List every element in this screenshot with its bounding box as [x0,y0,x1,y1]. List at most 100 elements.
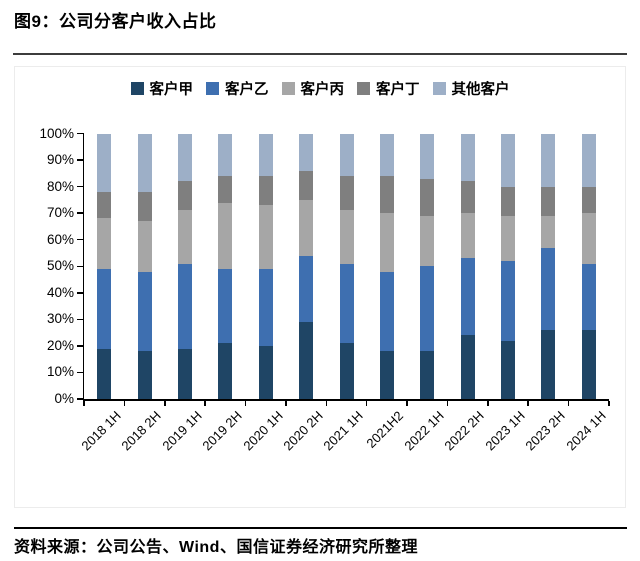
bar-segment-客户丁-2021 1H [339,175,354,211]
x-axis-label: 2018 1H [78,408,124,454]
bar-segment-其他客户-2020 2H [299,133,314,171]
x-axis-tick [123,400,126,406]
y-axis-tick [77,159,83,161]
x-axis-label: 2019 2H [199,408,245,454]
bar-segment-客户甲-2021H2 [379,351,394,399]
bar-segment-其他客户-2018 1H [97,133,112,192]
x-axis-tick [406,400,408,406]
x-axis-label: 2021H2 [363,408,407,451]
bar-segment-客户丁-2024 1H [581,186,596,214]
y-axis-tick-label: 70% [46,205,74,221]
bar-segment-客户丙-2019 1H [177,210,192,264]
bar-segment-其他客户-2023 1H [501,133,516,187]
bar-segment-其他客户-2022 1H [420,133,435,179]
x-axis-label: 2024 1H [563,408,609,454]
y-axis-tick [77,292,83,294]
bar-segment-客户乙-2018 2H [137,271,152,352]
bar-segment-客户丁-2023 1H [501,186,516,216]
bar-segment-客户乙-2022 2H [460,258,475,336]
x-axis-label: 2023 1H [482,408,528,454]
bar-segment-客户乙-2019 2H [218,268,233,344]
bar-segment-客户甲-2018 1H [97,348,112,399]
bar-segment-其他客户-2018 2H [137,133,152,192]
bar-segment-客户甲-2023 2H [541,329,556,399]
bar-segment-客户甲-2021 1H [339,343,354,399]
legend-swatch-icon [130,82,144,95]
y-axis-tick-label: 30% [46,311,74,327]
legend-label: 客户乙 [225,82,269,98]
x-axis-label: 2021 1H [320,408,367,454]
bar-segment-客户乙-2020 1H [258,268,273,346]
bar-segment-客户丙-2021H2 [379,213,394,272]
bar-segment-客户丁-2021H2 [379,175,394,214]
bar-segment-客户乙-2021H2 [379,271,394,352]
x-axis-label: 2018 2H [118,408,165,454]
bar-segment-客户甲-2019 1H [177,348,192,399]
source-note: 资料来源：公司公告、Wind、国信证券经济研究所整理 [14,539,418,556]
bar-segment-客户甲-2023 1H [501,340,516,399]
bar-segment-客户乙-2022 1H [420,266,435,352]
y-axis-tick [77,318,83,321]
bar-segment-客户丁-2018 1H [97,191,112,219]
x-axis-tick [204,400,206,406]
bar-segment-客户甲-2019 2H [218,343,233,399]
x-axis-tick [285,400,287,406]
legend-swatch-icon [206,82,219,95]
y-axis-tick [77,398,83,400]
bar-segment-客户丁-2020 1H [258,175,273,206]
x-axis-label: 2022 2H [441,408,488,454]
y-axis-tick [77,345,83,347]
bar-segment-客户甲-2022 2H [460,335,475,399]
legend-label: 其他客户 [451,82,510,98]
legend-swatch-icon [281,82,295,95]
bar-segment-客户丙-2018 2H [137,221,152,272]
bar-segment-客户甲-2020 1H [258,345,273,399]
bar-segment-客户丁-2019 1H [177,181,192,211]
x-axis-tick [608,400,610,406]
legend-label: 客户丙 [300,82,345,98]
chart-panel: 客户甲 客户乙 客户丙 客户丁 其他客户 0% 10% 20% 30% 40% 50% 60% 70%… [14,66,626,508]
bar-segment-其他客户-2019 1H [177,133,192,182]
bar-segment-客户丙-2022 1H [420,215,435,267]
x-axis-label: 2019 1H [159,408,205,454]
x-axis-label: 2020 2H [280,408,326,454]
x-axis-tick [527,400,529,406]
bar-segment-客户甲-2018 2H [137,351,152,399]
y-axis-tick-label: 10% [46,364,74,380]
chart-legend: 客户甲 客户乙 客户丙 客户丁 其他客户 [15,78,625,99]
bar-segment-客户丁-2020 2H [299,170,314,200]
bar-segment-客户乙-2024 1H [581,263,596,330]
bar-segment-客户甲-2020 2H [299,322,314,399]
bar-segment-客户丙-2023 1H [501,215,516,261]
bar-segment-客户乙-2021 1H [339,263,354,344]
x-axis-tick [446,400,449,406]
legend-label: 客户丁 [376,82,420,98]
x-axis-tick [83,400,85,406]
x-axis-tick [325,400,328,406]
x-axis-label: 2022 1H [401,408,447,454]
bar-segment-客户丁-2022 1H [420,178,435,216]
bar-segment-客户丙-2019 2H [218,202,233,269]
bar-segment-客户丁-2019 2H [218,175,233,203]
plot-area: 0% 10% 20% 30% 40% 50% 60% 70% 80% 90% 100% 2018 1H… [15,67,625,507]
bar-segment-客户甲-2024 1H [581,329,596,399]
bar-segment-客户乙-2019 1H [177,263,192,349]
legend-item-1: 客户甲 [130,78,194,99]
bar-segment-其他客户-2021H2 [379,133,394,176]
y-axis-tick-label: 0% [54,391,74,406]
legend-item-2: 客户乙 [206,78,269,99]
bar-segment-客户丙-2022 2H [460,213,475,259]
legend-label: 客户甲 [149,82,194,98]
legend-swatch-icon [432,82,446,95]
y-axis-tick [77,238,83,241]
y-axis-tick-label: 50% [46,258,74,274]
x-axis-label: 2020 1H [239,408,286,454]
bar-segment-其他客户-2021 1H [339,133,354,176]
x-axis-tick [567,400,570,406]
bar-segment-其他客户-2024 1H [581,133,596,187]
bar-segment-其他客户-2023 2H [541,133,556,187]
bar-segment-客户丙-2023 2H [541,215,556,248]
bar-segment-客户丙-2020 1H [258,205,273,269]
y-axis-tick [77,265,83,267]
y-axis-line [82,132,84,400]
